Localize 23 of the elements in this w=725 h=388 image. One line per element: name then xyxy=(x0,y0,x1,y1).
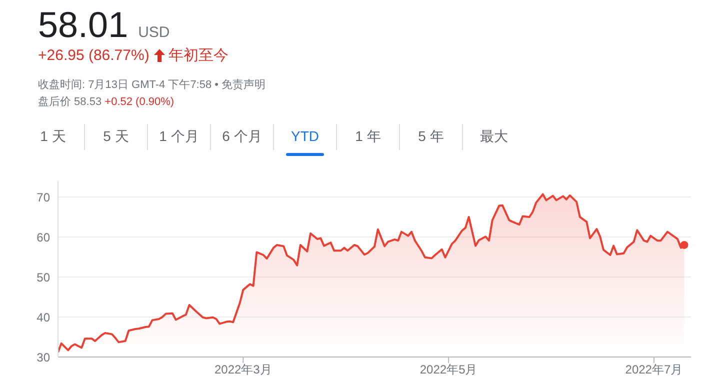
y-tick-label: 70 xyxy=(36,190,50,204)
x-tick-label: 2022年5月 xyxy=(420,362,478,377)
text: 6 个月 xyxy=(210,124,273,150)
text: 5 天 xyxy=(84,124,147,150)
text: 年初至今 xyxy=(168,46,228,65)
text: +0.52 (0.90%) xyxy=(104,96,174,108)
text: 收盘时间: 7月13日 GMT-4 下午7:58 • 免责声明 xyxy=(38,78,266,92)
text: 盘后价 58.53 xyxy=(38,96,102,108)
text: YTD xyxy=(273,124,336,150)
y-tick-label: 60 xyxy=(36,230,50,244)
text: 1 年 xyxy=(336,124,399,150)
y-tick-label: 30 xyxy=(36,350,50,364)
x-tick-label: 2022年3月 xyxy=(214,362,272,377)
text: +26.95 (86.77%) xyxy=(38,47,150,64)
chart-subtitle: USD xyxy=(138,24,170,41)
text: 最大 xyxy=(462,124,525,150)
x-tick-label: 2022年7月 xyxy=(625,362,683,377)
text: 1 天 xyxy=(39,127,67,146)
text: 1 个月 xyxy=(147,124,210,150)
y-tick-label: 40 xyxy=(36,310,50,324)
y-tick-label: 50 xyxy=(36,270,50,284)
chart-title: 58.01 xyxy=(38,4,128,45)
text: 5 年 xyxy=(399,124,462,150)
